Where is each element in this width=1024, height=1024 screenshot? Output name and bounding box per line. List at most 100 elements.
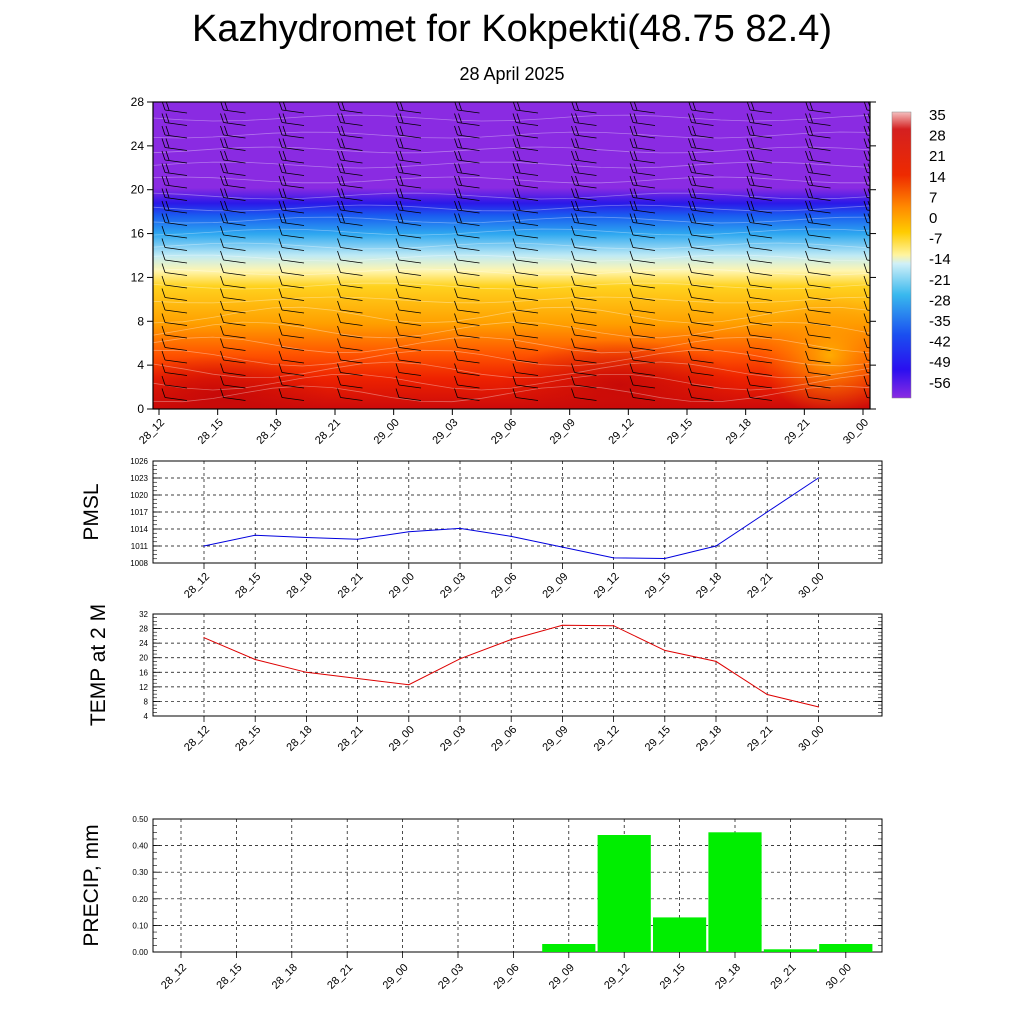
barb-flag — [863, 188, 868, 198]
x-tick-label: 28_15 — [196, 417, 226, 447]
barb-flag — [337, 375, 341, 386]
barb-shaft — [574, 122, 597, 126]
barb-flag — [278, 125, 283, 136]
barb-flag — [454, 288, 458, 298]
data-point — [510, 638, 512, 641]
barb-flag — [692, 138, 696, 148]
y-tick-label: 24 — [131, 139, 145, 153]
barb-shaft — [691, 147, 714, 151]
y-tick-label: 1014 — [130, 525, 148, 534]
contour-line — [153, 385, 870, 403]
barb-flag — [750, 188, 755, 198]
barb-flag — [278, 275, 283, 286]
barb-shaft — [223, 197, 246, 201]
barb-flag — [278, 263, 283, 273]
barb-shaft — [340, 272, 363, 276]
barb-flag — [805, 288, 809, 298]
barb-flag — [575, 138, 579, 148]
barb-flag — [750, 138, 755, 148]
barb-flag — [165, 213, 170, 223]
colorbar-label: -21 — [929, 272, 951, 289]
barb-flag — [220, 175, 224, 186]
barb-flag — [863, 150, 868, 161]
colorbar-label: 28 — [929, 128, 946, 145]
barb-flag — [516, 200, 521, 211]
barb-shaft — [281, 247, 305, 251]
contour-line — [153, 254, 870, 262]
barb-flag — [863, 250, 868, 261]
barb-flag — [454, 300, 458, 311]
barb-flag — [571, 325, 575, 336]
barb-flag — [629, 375, 634, 386]
barb-flag — [165, 200, 170, 211]
barb-shaft — [749, 384, 773, 389]
barb-flag — [575, 200, 579, 211]
barb-flag — [688, 338, 692, 348]
barb-shaft — [398, 197, 422, 201]
colorbar-label: 0 — [929, 210, 937, 227]
barb-flag — [220, 163, 224, 173]
barb-flag — [805, 150, 809, 161]
barb-shaft — [808, 272, 831, 276]
barb-shaft — [223, 347, 246, 351]
barb-flag — [863, 263, 868, 273]
barb-flag — [399, 163, 404, 173]
barb-flag — [516, 138, 521, 148]
barb-flag — [863, 313, 868, 323]
x-tick-label: 29_06 — [491, 962, 521, 992]
barb-flag — [337, 175, 341, 186]
barb-shaft — [574, 172, 597, 176]
barb-shaft — [164, 359, 188, 364]
barb-shaft — [340, 384, 363, 389]
heat-core-1 — [153, 355, 330, 409]
contour-line — [153, 296, 870, 304]
barb-flag — [805, 238, 809, 248]
barb-flag — [809, 125, 813, 136]
barb-flag — [278, 175, 283, 186]
barb-flag — [512, 138, 517, 148]
barb-flag — [337, 188, 341, 198]
page-subtitle: 28 April 2025 — [459, 64, 565, 84]
barb-shaft — [281, 197, 305, 201]
barb-flag — [571, 213, 575, 223]
data-point — [510, 535, 512, 537]
x-tick-label: 29_09 — [540, 724, 570, 754]
barb-flag — [863, 325, 868, 336]
barb-flag — [809, 163, 813, 173]
barb-flag — [629, 125, 634, 136]
barb-flag — [337, 150, 341, 161]
wind-barbs — [161, 102, 870, 401]
barb-shaft — [457, 134, 480, 139]
barb-flag — [746, 200, 751, 211]
barb-flag — [161, 375, 166, 386]
cross-section-panel: 0 4 8 12 16 20 24 28 28_12 28_15 28_18 28_21 29_00 29… — [131, 95, 951, 447]
barb-flag — [399, 175, 404, 186]
barb-flag — [224, 125, 228, 136]
barb-flag — [454, 275, 458, 286]
barb-shaft — [808, 109, 831, 114]
barb-flag — [395, 125, 400, 136]
barb-flag — [629, 250, 634, 261]
barb-flag — [863, 213, 868, 223]
barb-flag — [629, 188, 634, 198]
barb-flag — [337, 275, 341, 286]
barb-shaft — [281, 397, 305, 401]
barb-shaft — [457, 297, 480, 301]
barb-shaft — [632, 147, 656, 151]
barb-shaft — [457, 347, 480, 351]
barb-flag — [805, 113, 809, 123]
x-tick-label: 29_09 — [548, 417, 578, 447]
barb-shaft — [574, 234, 597, 239]
barb-flag — [863, 138, 868, 148]
colorbar-label: -28 — [929, 292, 951, 309]
barb-flag — [746, 263, 751, 273]
barb-flag — [809, 150, 813, 161]
barb-shaft — [574, 297, 597, 301]
barb-shaft — [515, 297, 539, 301]
barb-shaft — [691, 397, 714, 401]
barb-shaft — [632, 272, 656, 276]
barb-flag — [805, 388, 809, 398]
barb-shaft — [515, 172, 539, 176]
barb-shaft — [691, 234, 714, 239]
